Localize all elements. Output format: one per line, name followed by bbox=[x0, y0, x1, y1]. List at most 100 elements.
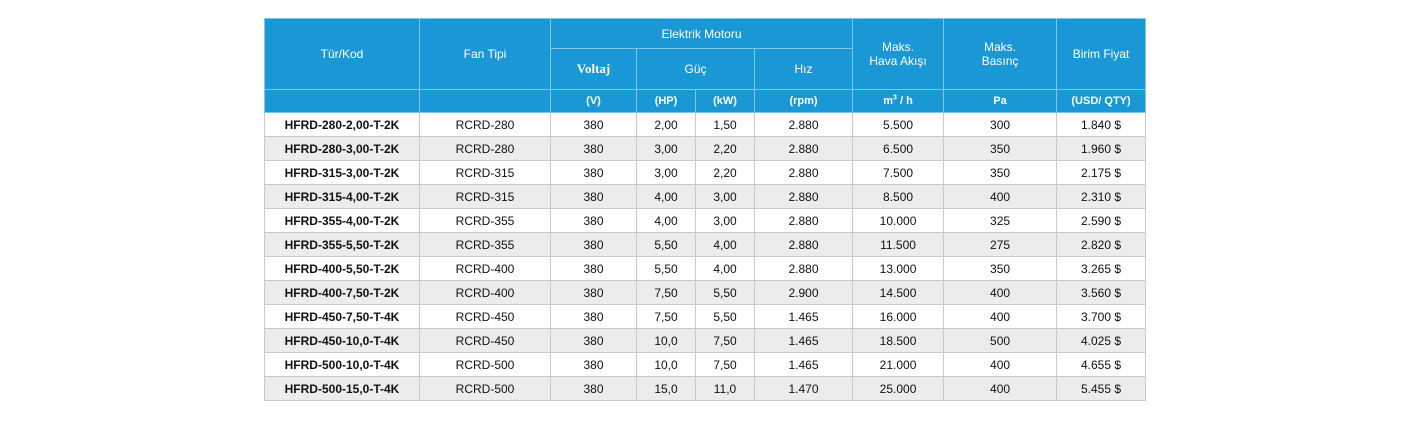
cell-power-hp: 3,00 bbox=[636, 160, 696, 185]
header-basinc-line2: Basınç bbox=[981, 54, 1019, 68]
cell-code: HFRD-280-2,00-T-2K bbox=[264, 112, 420, 137]
cell-airflow: 7.500 bbox=[852, 160, 945, 185]
cell-speed-rpm: 1.470 bbox=[753, 376, 854, 401]
cell-power-kw: 2,20 bbox=[695, 160, 755, 185]
fan-price-table-container: Tür/Kod Fan Tipi Elektrik Motoru Maks. H… bbox=[264, 18, 1147, 401]
header-hava-akisi: Maks. Hava Akışı bbox=[852, 18, 945, 90]
cell-unit-price: 4.025 $ bbox=[1056, 328, 1147, 353]
cell-code: HFRD-315-3,00-T-2K bbox=[264, 160, 420, 185]
cell-unit-price: 2.175 $ bbox=[1056, 160, 1147, 185]
cell-unit-price: 4.655 $ bbox=[1056, 352, 1147, 377]
table-row: HFRD-400-5,50-T-2K RCRD-400 380 5,50 4,00 2.8… bbox=[264, 256, 1147, 281]
header-hava-akisi-line1: Maks. bbox=[882, 40, 915, 54]
table-row: HFRD-450-7,50-T-4K RCRD-450 380 7,50 5,50 1.4… bbox=[264, 304, 1147, 329]
cell-code: HFRD-355-5,50-T-2K bbox=[264, 232, 420, 257]
cell-pressure: 325 bbox=[943, 208, 1058, 233]
header-fan-tipi: Fan Tipi bbox=[419, 18, 551, 90]
cell-power-hp: 10,0 bbox=[636, 352, 696, 377]
cell-pressure: 400 bbox=[943, 184, 1058, 209]
cell-code: HFRD-450-7,50-T-4K bbox=[264, 304, 420, 329]
cell-fan-type: RCRD-500 bbox=[419, 352, 551, 377]
cell-unit-price: 3.560 $ bbox=[1056, 280, 1147, 305]
table-row: HFRD-400-7,50-T-2K RCRD-400 380 7,50 5,50 2.9… bbox=[264, 280, 1147, 305]
fan-price-table: Tür/Kod Fan Tipi Elektrik Motoru Maks. H… bbox=[264, 18, 1147, 401]
header-birim-fiyat: Birim Fiyat bbox=[1056, 18, 1147, 90]
cell-power-hp: 7,50 bbox=[636, 304, 696, 329]
cell-speed-rpm: 1.465 bbox=[753, 352, 854, 377]
cell-fan-type: RCRD-280 bbox=[419, 112, 551, 137]
unit-empty-1 bbox=[264, 89, 420, 113]
table-row: HFRD-500-15,0-T-4K RCRD-500 380 15,0 11,0 1.4… bbox=[264, 376, 1147, 401]
unit-hp: (HP) bbox=[636, 89, 696, 113]
cell-pressure: 275 bbox=[943, 232, 1058, 257]
cell-code: HFRD-355-4,00-T-2K bbox=[264, 208, 420, 233]
cell-airflow: 8.500 bbox=[852, 184, 945, 209]
unit-kw: (kW) bbox=[695, 89, 755, 113]
cell-pressure: 400 bbox=[943, 280, 1058, 305]
cell-unit-price: 2.590 $ bbox=[1056, 208, 1147, 233]
cell-power-kw: 4,00 bbox=[695, 256, 755, 281]
cell-code: HFRD-500-10,0-T-4K bbox=[264, 352, 420, 377]
unit-empty-2 bbox=[419, 89, 551, 113]
cell-power-kw: 5,50 bbox=[695, 280, 755, 305]
cell-power-hp: 4,00 bbox=[636, 208, 696, 233]
cell-power-kw: 4,00 bbox=[695, 232, 755, 257]
cell-power-hp: 5,50 bbox=[636, 232, 696, 257]
header-guc: Güç bbox=[636, 48, 755, 90]
table-row: HFRD-500-10,0-T-4K RCRD-500 380 10,0 7,50 1.4… bbox=[264, 352, 1147, 377]
cell-power-hp: 7,50 bbox=[636, 280, 696, 305]
cell-pressure: 350 bbox=[943, 160, 1058, 185]
cell-voltage: 380 bbox=[550, 184, 637, 209]
cell-unit-price: 5.455 $ bbox=[1056, 376, 1147, 401]
cell-voltage: 380 bbox=[550, 208, 637, 233]
cell-fan-type: RCRD-400 bbox=[419, 280, 551, 305]
cell-unit-price: 2.820 $ bbox=[1056, 232, 1147, 257]
table-body: HFRD-280-2,00-T-2K RCRD-280 380 2,00 1,50 2.8… bbox=[264, 112, 1147, 401]
header-hiz: Hız bbox=[753, 48, 854, 90]
cell-voltage: 380 bbox=[550, 232, 637, 257]
cell-airflow: 13.000 bbox=[852, 256, 945, 281]
unit-m3-tail: / h bbox=[896, 95, 913, 107]
cell-airflow: 5.500 bbox=[852, 112, 945, 137]
cell-airflow: 6.500 bbox=[852, 136, 945, 161]
cell-voltage: 380 bbox=[550, 376, 637, 401]
header-elektrik-motoru: Elektrik Motoru bbox=[549, 18, 854, 49]
cell-voltage: 380 bbox=[550, 328, 637, 353]
cell-airflow: 10.000 bbox=[852, 208, 945, 233]
cell-fan-type: RCRD-500 bbox=[419, 376, 551, 401]
cell-airflow: 25.000 bbox=[852, 376, 945, 401]
cell-speed-rpm: 2.880 bbox=[753, 256, 854, 281]
header-basinc-line1: Maks. bbox=[984, 40, 1017, 54]
cell-code: HFRD-500-15,0-T-4K bbox=[264, 376, 420, 401]
cell-fan-type: RCRD-450 bbox=[419, 328, 551, 353]
cell-voltage: 380 bbox=[550, 136, 637, 161]
cell-speed-rpm: 2.880 bbox=[753, 160, 854, 185]
table-row: HFRD-355-4,00-T-2K RCRD-355 380 4,00 3,00 2.8… bbox=[264, 208, 1147, 233]
table-row: HFRD-355-5,50-T-2K RCRD-355 380 5,50 4,00 2.8… bbox=[264, 232, 1147, 257]
table-row: HFRD-315-3,00-T-2K RCRD-315 380 3,00 2,20 2.8… bbox=[264, 160, 1147, 185]
cell-power-kw: 7,50 bbox=[695, 352, 755, 377]
unit-v: (V) bbox=[550, 89, 637, 113]
header-tur-kod: Tür/Kod bbox=[264, 18, 420, 90]
cell-unit-price: 1.960 $ bbox=[1056, 136, 1147, 161]
cell-speed-rpm: 1.465 bbox=[753, 328, 854, 353]
cell-voltage: 380 bbox=[550, 280, 637, 305]
cell-pressure: 400 bbox=[943, 376, 1058, 401]
unit-rpm: (rpm) bbox=[753, 89, 854, 113]
cell-power-hp: 4,00 bbox=[636, 184, 696, 209]
cell-power-kw: 11,0 bbox=[695, 376, 755, 401]
table-row: HFRD-450-10,0-T-4K RCRD-450 380 10,0 7,50 1.4… bbox=[264, 328, 1147, 353]
header-hava-akisi-line2: Hava Akışı bbox=[869, 54, 927, 68]
cell-fan-type: RCRD-450 bbox=[419, 304, 551, 329]
cell-pressure: 350 bbox=[943, 256, 1058, 281]
cell-pressure: 400 bbox=[943, 352, 1058, 377]
cell-speed-rpm: 2.880 bbox=[753, 232, 854, 257]
cell-fan-type: RCRD-355 bbox=[419, 232, 551, 257]
cell-airflow: 11.500 bbox=[852, 232, 945, 257]
cell-unit-price: 3.700 $ bbox=[1056, 304, 1147, 329]
cell-speed-rpm: 2.880 bbox=[753, 136, 854, 161]
header-basinc: Maks. Basınç bbox=[943, 18, 1058, 90]
table-header: Tür/Kod Fan Tipi Elektrik Motoru Maks. H… bbox=[264, 18, 1147, 113]
cell-airflow: 14.500 bbox=[852, 280, 945, 305]
cell-voltage: 380 bbox=[550, 160, 637, 185]
